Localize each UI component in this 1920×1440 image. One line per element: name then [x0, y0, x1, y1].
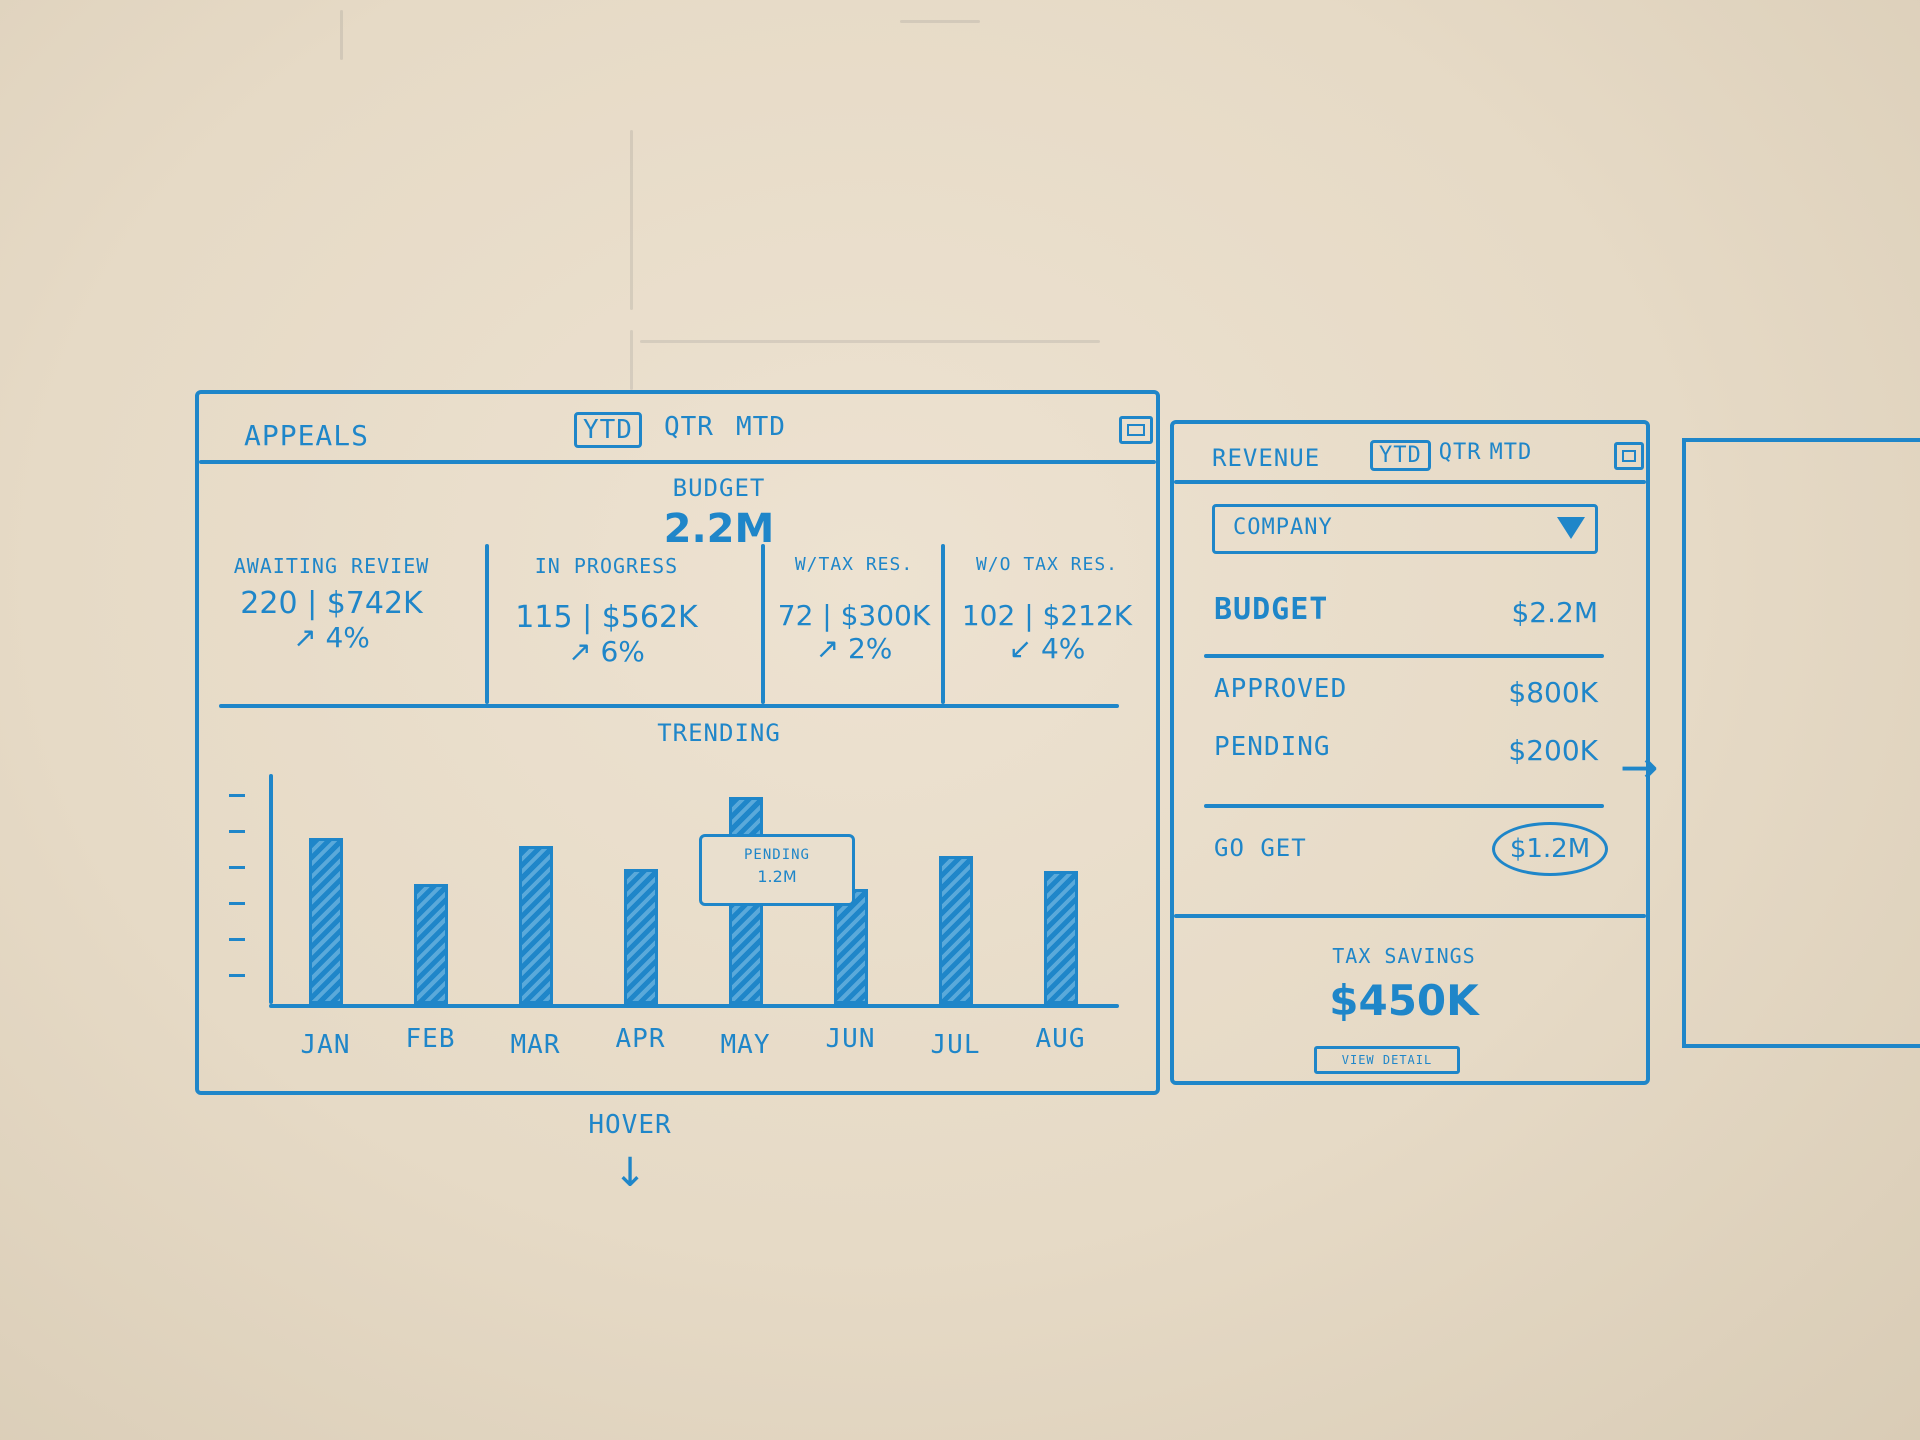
metric-change: ↗ 6% [568, 635, 645, 668]
row-divider [1204, 654, 1604, 658]
chevron-down-icon [1557, 517, 1585, 539]
row-budget-label: BUDGET [1214, 592, 1329, 627]
tax-savings-value: $450K [1329, 976, 1479, 1025]
header-divider [199, 460, 1156, 464]
bar-jan[interactable] [308, 837, 343, 1004]
x-tick-label: FEB [405, 1024, 456, 1054]
view-detail-button[interactable]: VIEW DETAIL [1314, 1046, 1460, 1074]
metric-value: 220 | $742K [240, 586, 423, 621]
window-icon[interactable] [1119, 416, 1153, 444]
x-axis-labels: JAN FEB MAR APR MAY JUN JUL AUG [273, 1024, 1113, 1064]
revenue-panel: REVENUE YTD QTR MTD COMPANY BUDGET $2.2M… [1170, 420, 1650, 1085]
metric-value: 115 | $562K [515, 600, 698, 635]
header-divider [1174, 480, 1646, 484]
bar-jun[interactable] [833, 889, 868, 1004]
metric-label: W/TAX RES. [794, 554, 914, 575]
metric-with-tax-res: W/TAX RES. 72 | $300K ↗ 2% [764, 554, 944, 665]
x-tick-label: JUN [825, 1024, 876, 1054]
dropdown-value: COMPANY [1233, 515, 1333, 540]
hover-annotation: HOVER [588, 1110, 672, 1140]
x-tick-label: APR [615, 1024, 666, 1054]
bar-jul[interactable] [938, 855, 973, 1004]
y-tick [229, 974, 245, 977]
hover-tooltip: PENDING 1.2M [699, 834, 855, 906]
plot-area [273, 774, 1113, 1004]
ghost-mark [630, 330, 633, 390]
down-arrow-icon: ↓ [613, 1150, 647, 1196]
period-tabs: YTD QTR MTD [574, 412, 786, 448]
y-tick [229, 866, 245, 869]
bar-mar[interactable] [518, 845, 553, 1004]
row-budget-value: $2.2M [1511, 596, 1598, 629]
budget-value: 2.2M [663, 506, 775, 552]
metric-label: W/O TAX RES. [975, 554, 1119, 575]
row-approved-label: APPROVED [1214, 674, 1348, 704]
x-tick-label: JUL [930, 1030, 981, 1060]
row-divider [1174, 914, 1646, 918]
appeals-panel: APPEALS YTD QTR MTD BUDGET 2.2M AWAITING… [195, 390, 1160, 1095]
y-tick [229, 830, 245, 833]
y-tick [229, 902, 245, 905]
tab-qtr[interactable]: QTR [1438, 440, 1482, 465]
trending-label: TRENDING [657, 719, 781, 747]
ghost-mark [340, 10, 343, 60]
tab-mtd[interactable]: MTD [735, 412, 786, 442]
tab-ytd[interactable]: YTD [574, 412, 642, 448]
period-tabs: YTD QTR MTD [1370, 440, 1532, 471]
y-tick [229, 794, 245, 797]
ghost-mark [640, 340, 1100, 343]
row-pending-label: PENDING [1214, 732, 1331, 762]
y-tick [229, 938, 245, 941]
metric-value: 102 | $212K [961, 599, 1133, 632]
panel-title: APPEALS [244, 419, 370, 452]
bar-aug[interactable] [1043, 871, 1078, 1004]
metric-label: IN PROGRESS [534, 554, 679, 578]
metric-divider [761, 544, 765, 704]
next-panel-outline [1682, 438, 1920, 1048]
metric-in-progress: IN PROGRESS 115 | $562K ↗ 6% [499, 554, 714, 668]
metric-change: ↗ 4% [293, 621, 370, 654]
tooltip-label: PENDING [743, 847, 810, 863]
ghost-mark [630, 130, 633, 310]
y-axis-ticks [229, 794, 249, 984]
metric-divider [485, 544, 489, 704]
tab-qtr[interactable]: QTR [663, 412, 714, 442]
x-axis [269, 1004, 1119, 1008]
panel-title: REVENUE [1212, 444, 1321, 472]
metric-value: 72 | $300K [777, 599, 931, 632]
budget-label: BUDGET [672, 474, 766, 502]
metric-without-tax-res: W/O TAX RES. 102 | $212K ↙ 4% [947, 554, 1147, 665]
metric-awaiting-review: AWAITING REVIEW 220 | $742K ↗ 4% [219, 554, 444, 654]
x-tick-label: MAR [510, 1030, 561, 1060]
y-axis [269, 774, 273, 1004]
metric-change: ↙ 4% [1008, 632, 1086, 665]
row-pending-value: $200K [1508, 734, 1598, 767]
metric-divider [941, 544, 945, 704]
window-icon[interactable] [1614, 442, 1644, 470]
metric-label: AWAITING REVIEW [233, 554, 430, 578]
x-tick-label: MAY [720, 1030, 771, 1060]
row-go-get-value: $1.2M [1492, 822, 1608, 876]
right-arrow-icon: → [1620, 740, 1659, 794]
trending-chart: JAN FEB MAR APR MAY JUN JUL AUG [229, 774, 1129, 1074]
row-divider [1204, 804, 1604, 808]
company-dropdown[interactable]: COMPANY [1212, 504, 1598, 554]
row-go-get-label: GO GET [1214, 834, 1307, 862]
metric-change: ↗ 2% [815, 632, 893, 665]
x-tick-label: AUG [1035, 1024, 1086, 1054]
bar-apr[interactable] [623, 868, 658, 1004]
tooltip-value: 1.2M [757, 867, 797, 886]
tab-mtd[interactable]: MTD [1489, 440, 1533, 465]
tab-ytd[interactable]: YTD [1370, 440, 1431, 471]
row-approved-value: $800K [1508, 676, 1598, 709]
tax-savings-label: TAX SAVINGS [1332, 944, 1476, 968]
x-tick-label: JAN [300, 1030, 351, 1060]
ghost-mark [900, 20, 980, 23]
metrics-divider [219, 704, 1119, 708]
bar-feb[interactable] [413, 883, 448, 1004]
